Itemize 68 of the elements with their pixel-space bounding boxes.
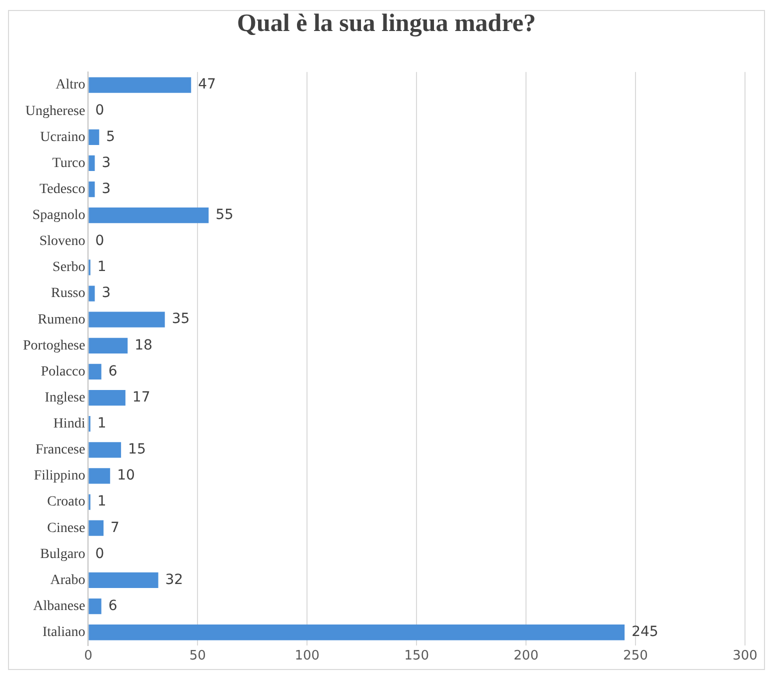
y-tick-label: Cinese (47, 520, 86, 536)
x-tick-label: 0 (84, 648, 92, 664)
y-tick-label: Francese (35, 442, 86, 458)
data-label: 6 (108, 598, 118, 614)
chart-title: Qual è la sua lingua madre? (236, 10, 537, 38)
data-label: 7 (110, 520, 120, 536)
y-tick-label: Polacco (40, 364, 86, 380)
data-label: 3 (102, 285, 111, 302)
y-tick-label: Turco (52, 156, 86, 171)
x-tick-label: 200 (514, 648, 538, 664)
data-label: 1 (97, 416, 106, 432)
y-tick-label: Bulgaro (40, 546, 86, 562)
x-tick-label: 100 (294, 648, 320, 664)
data-label: 3 (102, 154, 111, 171)
y-tick-label: Russo (50, 286, 86, 302)
x-tick-label: 250 (623, 648, 648, 664)
y-tick-label: Portoghese (22, 338, 86, 354)
y-tick-label: Albanese (33, 598, 86, 614)
y-tick-label: Ucraino (40, 130, 86, 145)
y-tick-label: Italiano (42, 625, 86, 640)
y-tick-label: Spagnolo (32, 208, 86, 224)
data-label: 32 (165, 572, 184, 588)
bar (88, 129, 100, 145)
data-label: 0 (95, 102, 104, 119)
y-tick-label: Inglese (44, 390, 86, 406)
x-tick-label: 150 (404, 648, 430, 664)
y-tick-label: Filippino (34, 468, 86, 484)
bar (88, 181, 95, 198)
bar (88, 572, 158, 588)
data-label: 47 (198, 76, 216, 93)
bar (88, 364, 102, 380)
bar (88, 77, 192, 93)
bar (88, 624, 625, 640)
bar (88, 442, 122, 458)
y-tick-label: Serbo (52, 260, 86, 276)
bar (88, 468, 110, 484)
bar (88, 520, 104, 536)
y-tick-label: Rumeno (38, 312, 86, 328)
y-tick-label: Arabo (50, 572, 86, 588)
y-tick-label: Tedesco (40, 182, 86, 197)
bar (88, 155, 95, 172)
data-label: 3 (102, 180, 111, 197)
data-label: 10 (117, 468, 135, 484)
bar (88, 286, 95, 302)
bar (88, 312, 165, 328)
y-tick-label: Sloveno (39, 234, 86, 250)
data-label: 18 (134, 337, 152, 354)
x-tick-label: 50 (189, 648, 206, 664)
data-label: 1 (97, 259, 106, 276)
data-label: 0 (95, 233, 104, 250)
data-label: 1 (97, 494, 106, 510)
data-label: 15 (128, 442, 146, 458)
y-tick-label: Altro (56, 78, 86, 93)
data-label: 35 (172, 311, 190, 328)
data-label: 245 (632, 624, 658, 640)
data-label: 5 (106, 128, 116, 145)
data-label: 6 (108, 363, 118, 380)
y-tick-label: Hindi (53, 416, 86, 432)
y-tick-label: Ungherese (25, 104, 86, 119)
data-label: 17 (132, 389, 150, 406)
bar (88, 338, 128, 354)
data-label: 0 (95, 546, 104, 562)
bar (88, 598, 102, 614)
y-tick-label: Croato (47, 494, 86, 510)
bar (88, 390, 126, 406)
data-label: 55 (216, 206, 234, 223)
x-tick-label: 300 (732, 648, 758, 664)
bar (88, 208, 209, 224)
